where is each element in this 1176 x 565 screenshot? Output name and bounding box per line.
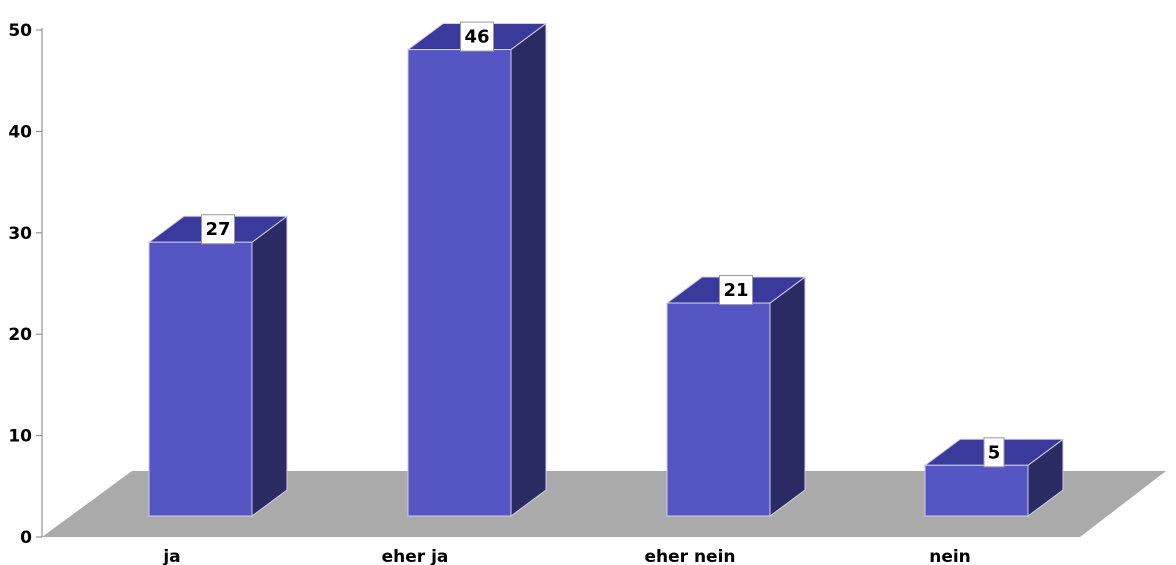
chart-floor [42, 471, 1166, 537]
bar-front [148, 241, 253, 517]
category-label: nein [929, 547, 971, 565]
bar-front [924, 464, 1029, 517]
category-labels: ja eher ja eher nein nein [162, 547, 970, 565]
bar-front [666, 302, 771, 517]
category-label: eher nein [644, 547, 735, 565]
bars-group: 27 46 21 5 [147, 21, 1065, 517]
y-tick-label: 0 [20, 528, 32, 548]
bar-3: 21 [665, 275, 807, 517]
category-label: ja [162, 547, 180, 565]
category-label: eher ja [382, 547, 449, 565]
y-tick-label: 50 [8, 21, 32, 41]
y-tick-label: 20 [8, 325, 32, 345]
bar-side [769, 276, 806, 517]
data-label: 27 [205, 219, 230, 240]
data-label: 5 [988, 442, 1001, 463]
data-label-box [201, 214, 235, 245]
y-axis-ticks: 0 10 20 30 40 50 [8, 21, 42, 548]
data-label-box [460, 21, 494, 52]
bar-front [407, 49, 512, 517]
y-tick-label: 40 [8, 122, 32, 142]
data-label-box [719, 275, 753, 306]
bar-4: 5 [923, 437, 1065, 517]
data-label: 21 [723, 280, 748, 301]
data-label: 46 [464, 27, 489, 48]
bar-side [251, 215, 288, 517]
bar-1: 27 [147, 214, 289, 517]
bar-2: 46 [406, 21, 548, 517]
bar-side [510, 22, 547, 517]
y-tick-label: 10 [8, 427, 32, 447]
y-tick-label: 30 [8, 224, 32, 244]
data-label-box [983, 437, 1005, 468]
